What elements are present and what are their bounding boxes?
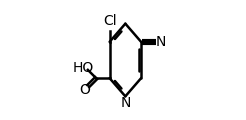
Text: Cl: Cl	[103, 14, 116, 28]
Text: O: O	[79, 83, 90, 97]
Text: N: N	[120, 96, 131, 110]
Text: HO: HO	[73, 60, 94, 75]
Text: N: N	[155, 35, 166, 49]
